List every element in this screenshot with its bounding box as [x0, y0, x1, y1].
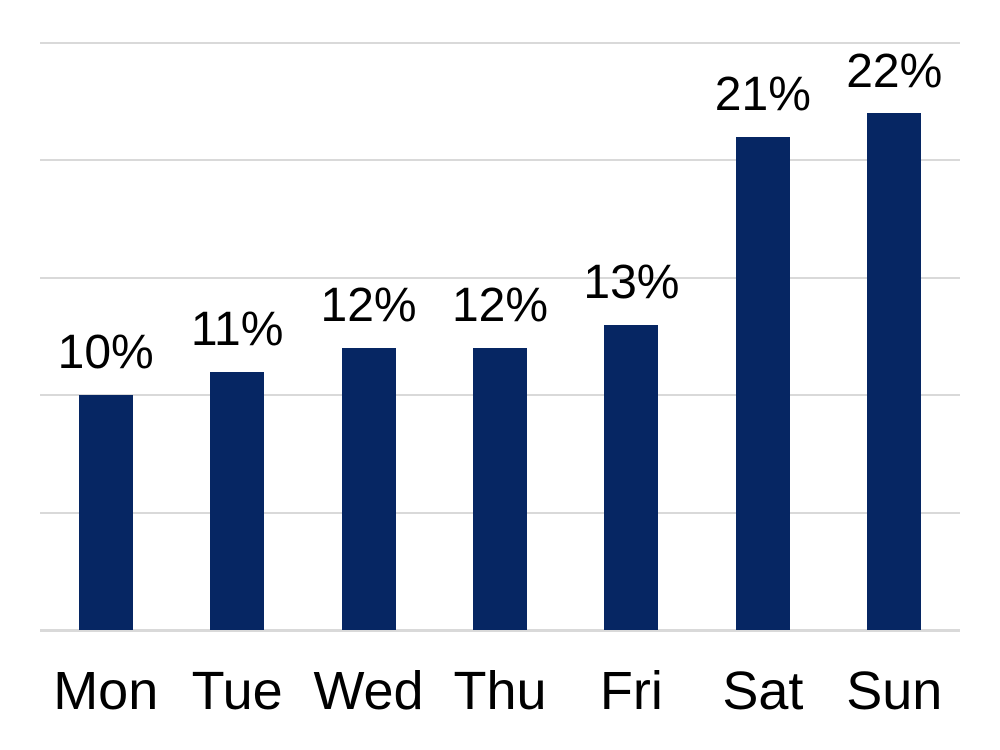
bar-sun: [867, 113, 922, 630]
value-label-fri: 13%: [583, 255, 680, 309]
gridline-20-percent: [40, 159, 960, 162]
x-label-fri: Fri: [599, 661, 663, 721]
gridline-25-percent: [40, 42, 960, 44]
x-label-wed: Wed: [313, 661, 424, 721]
bar-tue: [210, 371, 265, 630]
x-label-thu: Thu: [453, 661, 547, 721]
gridline-15-percent: [40, 276, 960, 279]
x-axis-line: [40, 629, 960, 632]
value-label-tue: 11%: [190, 302, 284, 356]
value-label-mon: 10%: [57, 326, 154, 380]
value-label-thu: 12%: [451, 279, 549, 333]
x-label-sat: Sat: [722, 661, 804, 721]
x-label-mon: Mon: [53, 661, 159, 721]
bar-wed: [341, 348, 396, 630]
x-label-tue: Tue: [191, 661, 283, 721]
bar-mon: [78, 395, 133, 630]
value-label-wed: 12%: [320, 279, 417, 333]
bar-sat: [735, 136, 790, 630]
value-label-sun: 22%: [846, 44, 943, 98]
bar-fri: [604, 324, 659, 630]
bar-thu: [473, 348, 527, 630]
x-label-sun: Sun: [846, 661, 943, 721]
value-label-sat: 21%: [714, 68, 811, 121]
